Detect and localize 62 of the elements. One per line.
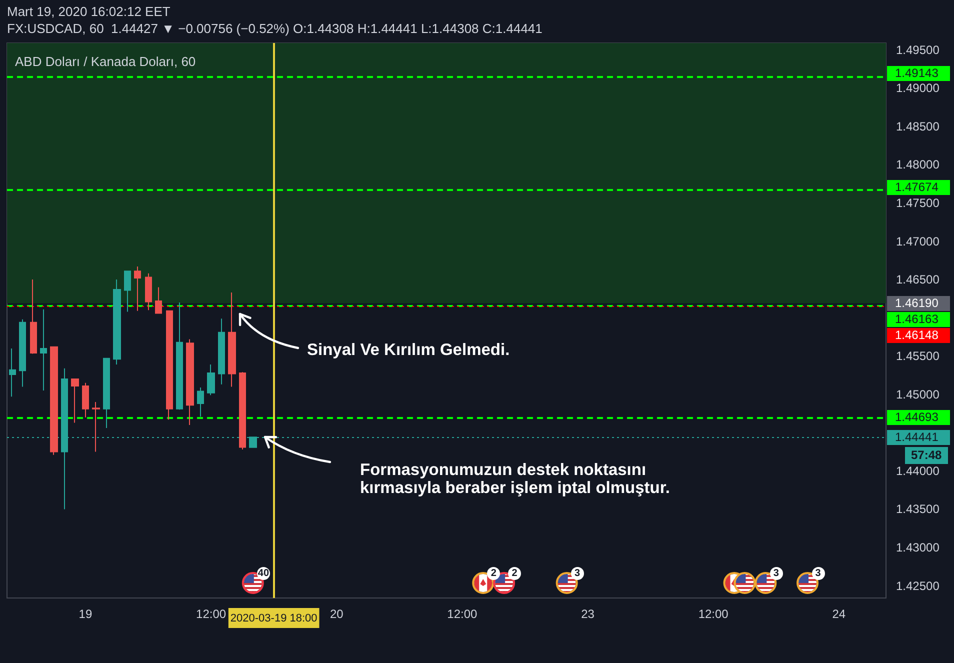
ref-line-label: 1.47674 (887, 180, 950, 196)
annotation: 3 (770, 567, 783, 580)
ref-line-label: 1.44441 (887, 430, 950, 445)
text: ABD Doları / Kanada Doları, 60 (15, 54, 196, 69)
candlestick (207, 364, 215, 396)
candlestick (228, 292, 236, 388)
candlestick (19, 318, 26, 388)
candlestick (134, 266, 141, 312)
y-tick-label: 1.45000 (896, 387, 940, 402)
y-tick-label: 1.42500 (896, 578, 940, 593)
y-tick-label: 1.44000 (896, 464, 940, 478)
candlestick (218, 318, 225, 385)
y-tick-label: 1.49500 (896, 42, 940, 57)
x-tick-label: 23 (581, 607, 595, 621)
x-tick-label: 20 (330, 607, 344, 621)
text: 57:48 (905, 446, 948, 464)
y-tick-label: 1.43000 (896, 540, 940, 554)
y-tick-label: 1.46500 (896, 272, 940, 287)
candlestick (166, 310, 173, 420)
annotation: 3 (570, 567, 584, 580)
candlestick (197, 386, 204, 418)
x-tick-label: 2020-03-19 18:00 (230, 612, 318, 624)
candlestick (50, 346, 58, 456)
chart-subtitle: FX:USDCAD, 60 1.44427 ▼ −0.00756 (−0.52%) O:1.44308 H:1.44441 L:1.44308 C:1.44441 (7, 21, 542, 36)
ref-line-label: 1.49143 (887, 66, 950, 81)
candlestick (71, 378, 79, 424)
candlestick (145, 272, 152, 311)
annotation: 2 (487, 567, 500, 580)
candlestick (82, 382, 89, 418)
annotation: Formasyonumuzun destek noktasını kırmasıyla beraber işlem iptal olmuştur. (360, 461, 671, 497)
y-tick-label: 1.43500 (896, 502, 940, 516)
x-tick-label: 12:00 (698, 607, 729, 621)
candlestick (239, 372, 246, 450)
x-tick-label: 19 (78, 607, 92, 621)
candlestick (92, 402, 100, 452)
y-tick-label: 1.47000 (896, 234, 940, 248)
candlestick (9, 348, 16, 398)
candlestick (30, 279, 37, 354)
candlestick (113, 279, 121, 366)
candlestick (155, 286, 162, 314)
candlestick (40, 308, 47, 392)
y-tick-label: 1.45500 (896, 349, 940, 364)
annotation: Sinyal Ve Kırılım Gelmedi. (307, 341, 511, 359)
candlestick (186, 338, 194, 426)
annotation: 40 (256, 567, 270, 580)
ref-line-label: 1.44693 (887, 410, 950, 426)
x-tick-label: 12:00 (196, 607, 226, 621)
candlestick (176, 302, 183, 410)
y-tick-label: 1.47500 (896, 196, 940, 210)
x-tick-label: 12:00 (447, 607, 478, 621)
band-label: 1.46190 (887, 296, 950, 311)
y-tick-label: 1.48000 (896, 158, 940, 172)
candlestick (124, 270, 131, 312)
annotation: 2 (508, 567, 522, 580)
text: Mart 19, 2020 16:02:12 EET (7, 4, 170, 19)
ref-line-label: 1.46163 (887, 312, 950, 327)
candlestick (103, 358, 110, 429)
y-tick-label: 1.49000 (896, 81, 940, 96)
annotation: 3 (812, 567, 825, 580)
ref-line-label: 1.46148 (887, 328, 950, 343)
x-tick-label: 24 (832, 607, 846, 621)
y-tick-label: 1.48500 (896, 119, 940, 134)
